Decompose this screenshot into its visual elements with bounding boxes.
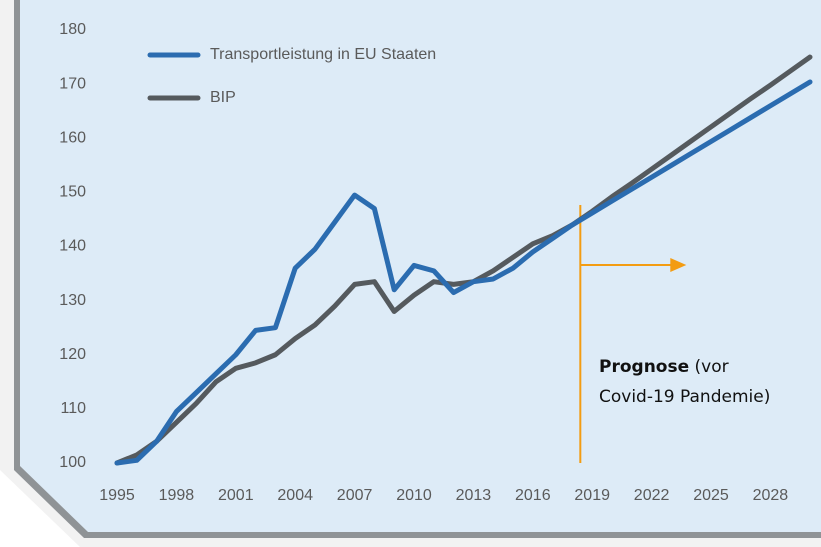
annotation-text: Covid-19 Pandemie) xyxy=(599,387,770,407)
series-line xyxy=(114,54,813,466)
legend-label: Transportleistung in EU Staaten xyxy=(210,46,436,63)
x-tick-label: 2028 xyxy=(753,487,789,504)
x-tick-label: 1998 xyxy=(159,487,195,504)
y-tick-label: 140 xyxy=(59,238,86,255)
x-tick-label: 2022 xyxy=(634,487,670,504)
y-tick-label: 100 xyxy=(59,454,86,471)
series-line xyxy=(114,79,813,466)
y-tick-label: 160 xyxy=(59,129,86,146)
arrow-head xyxy=(670,258,687,272)
x-tick-label: 2025 xyxy=(693,487,729,504)
legend-label: BIP xyxy=(210,89,236,106)
y-tick-label: 170 xyxy=(59,75,86,92)
x-tick-label: 1995 xyxy=(99,487,135,504)
y-tick-label: 110 xyxy=(60,400,86,417)
x-tick-label: 2001 xyxy=(218,487,254,504)
y-tick-label: 150 xyxy=(59,184,86,201)
x-tick-label: 2019 xyxy=(574,487,610,504)
x-tick-label: 2004 xyxy=(277,487,313,504)
x-tick-label: 2013 xyxy=(456,487,492,504)
x-tick-label: 2010 xyxy=(396,487,432,504)
annotation-title: Prognose xyxy=(599,357,689,377)
y-tick-label: 130 xyxy=(59,292,86,309)
y-tick-label: 120 xyxy=(59,346,86,363)
annotation-text: (vor xyxy=(695,357,729,377)
x-tick-label: 2007 xyxy=(337,487,373,504)
annotation: Prognose (vor xyxy=(599,357,729,377)
x-tick-label: 2016 xyxy=(515,487,551,504)
y-tick-label: 180 xyxy=(59,21,86,38)
